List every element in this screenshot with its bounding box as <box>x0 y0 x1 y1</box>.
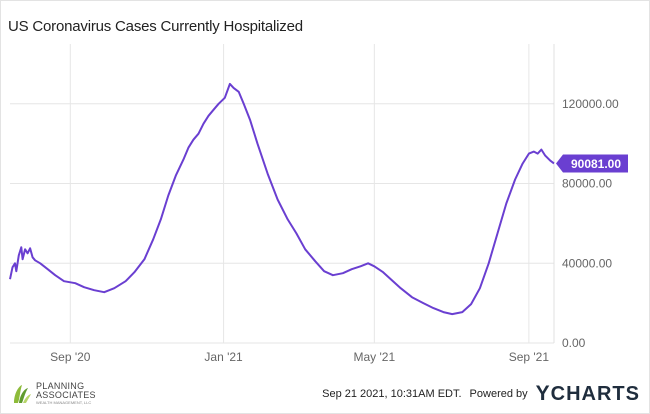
series-line <box>9 82 555 316</box>
y-tick-label: 40000.00 <box>562 256 612 270</box>
ycharts-logo-text: CHARTS <box>550 382 640 405</box>
ycharts-logo-y: Y <box>535 382 551 405</box>
logo-line1: PLANNING <box>36 381 85 391</box>
footer: Sep 21 2021, 10:31AM EDT. Powered by Y C… <box>322 382 640 406</box>
x-tick-label: Jan '21 <box>204 350 243 364</box>
x-tick-label: Sep '21 <box>509 350 550 364</box>
y-tick-label: 0.00 <box>562 336 586 350</box>
ycharts-logo[interactable]: Y CHARTS <box>536 382 640 406</box>
footer-timestamp: Sep 21 2021, 10:31AM EDT. <box>322 388 462 400</box>
x-tick-label: Sep '20 <box>50 350 91 364</box>
footer-powered-by: Powered by <box>469 388 528 400</box>
y-tick-label: 80000.00 <box>562 177 612 191</box>
leaf-logo-icon <box>14 385 31 403</box>
logo-tagline: WEALTH MANAGEMENT, LLC <box>36 400 92 405</box>
planning-associates-logo: PLANNING ASSOCIATES WEALTH MANAGEMENT, L… <box>10 382 96 406</box>
x-tick-label: May '21 <box>354 350 396 364</box>
last-value-badge <box>556 154 628 173</box>
chart-title: US Coronavirus Cases Currently Hospitali… <box>8 18 303 35</box>
last-value-label: 90081.00 <box>571 157 621 171</box>
y-tick-label: 120000.00 <box>562 97 619 111</box>
logo-line2: ASSOCIATES <box>36 390 96 400</box>
